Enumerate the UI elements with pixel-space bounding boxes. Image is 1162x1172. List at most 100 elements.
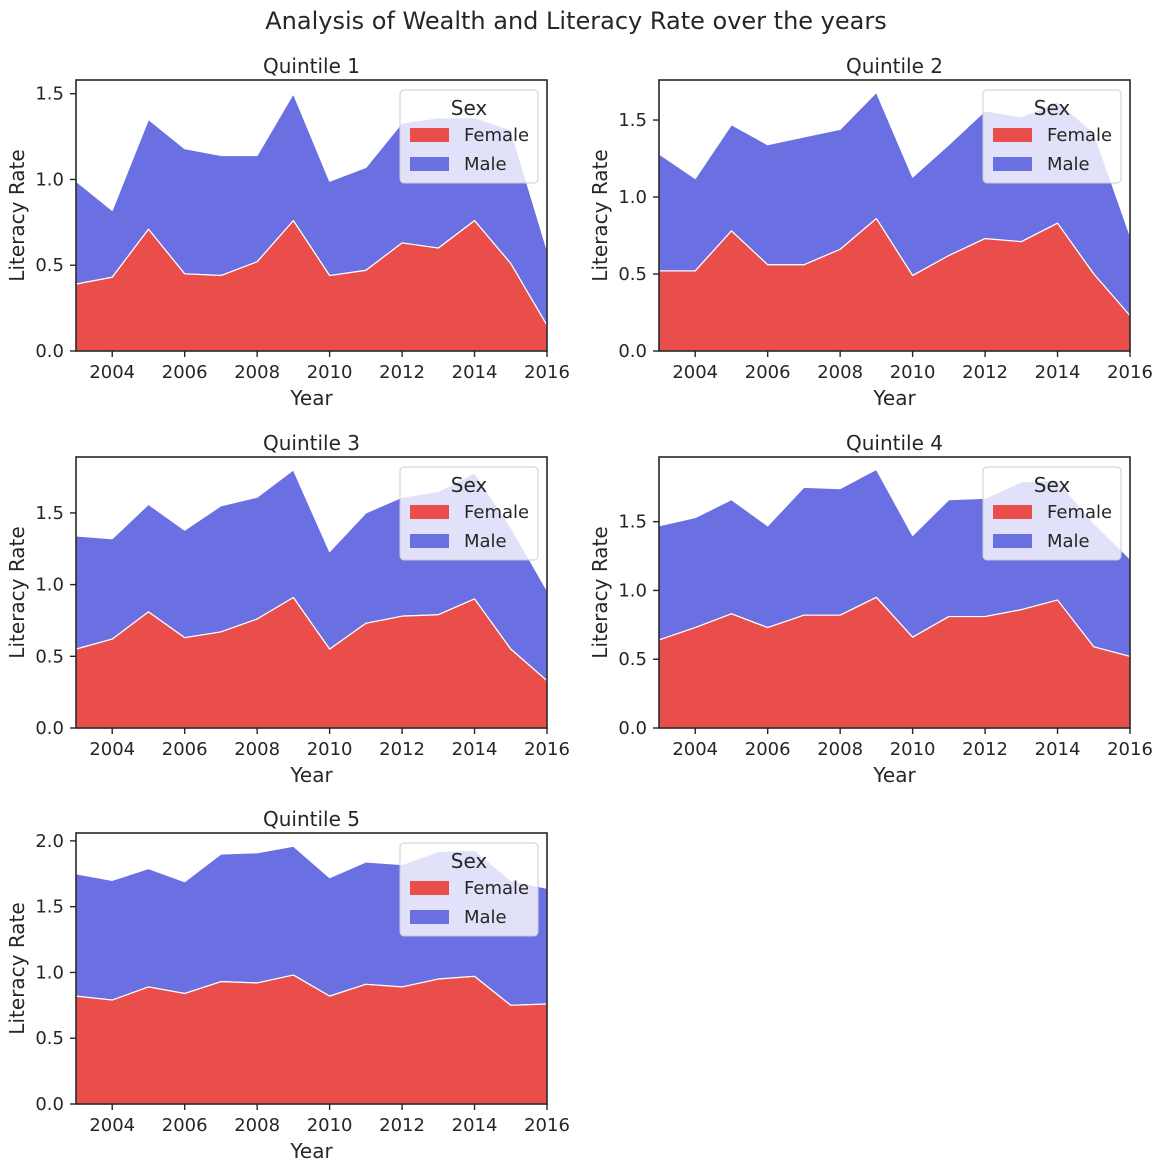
x-tick-label: 2006 bbox=[745, 362, 791, 383]
subplot-title: Quintile 5 bbox=[263, 807, 360, 831]
axes-frame bbox=[75, 79, 548, 352]
y-axis-label: Literacy Rate bbox=[5, 526, 29, 658]
y-tick-label: 2.0 bbox=[35, 831, 64, 852]
y-tick-label: 1.0 bbox=[618, 580, 647, 601]
legend-swatch-male bbox=[410, 910, 449, 924]
legend-title: Sex bbox=[1034, 473, 1071, 497]
x-tick-label: 2008 bbox=[234, 739, 280, 760]
y-tick-label: 0.0 bbox=[618, 718, 647, 739]
x-tick-label: 2010 bbox=[890, 362, 936, 383]
y-tick-label: 1.5 bbox=[618, 512, 647, 533]
x-tick-label: 2008 bbox=[817, 362, 863, 383]
axes-frame bbox=[75, 832, 548, 1105]
legend: Sex Female Male bbox=[982, 89, 1122, 184]
subplot-quintile-1: 2004 2006 2008 2010 2012 2014 2016 0.0 0.5 1.0 1.5… bbox=[5, 54, 570, 410]
legend: Sex Female Male bbox=[399, 466, 539, 561]
x-tick-label: 2012 bbox=[379, 362, 425, 383]
y-tick-label: 1.0 bbox=[35, 169, 64, 190]
legend-label-female: Female bbox=[1047, 125, 1112, 146]
x-tick-label: 2006 bbox=[162, 1115, 208, 1136]
legend-swatch-female bbox=[410, 881, 449, 895]
y-axis-label: Literacy Rate bbox=[588, 149, 612, 281]
x-axis-label: Year bbox=[289, 386, 333, 410]
legend-label-male: Male bbox=[464, 907, 507, 928]
x-tick-label: 2006 bbox=[162, 739, 208, 760]
x-axis-label: Year bbox=[872, 763, 916, 787]
legend-swatch-female bbox=[993, 505, 1032, 519]
figure-title: Analysis of Wealth and Literacy Rate ove… bbox=[265, 7, 886, 35]
x-tick-label: 2004 bbox=[89, 1115, 135, 1136]
x-axis-label: Year bbox=[289, 1139, 333, 1163]
x-tick-label: 2016 bbox=[524, 362, 570, 383]
y-axis-label: Literacy Rate bbox=[5, 149, 29, 281]
subplot-grid: 2004 2006 2008 2010 2012 2014 2016 0.0 0.5 1.0 1.5… bbox=[5, 54, 1153, 1163]
y-tick-label: 0.0 bbox=[618, 341, 647, 362]
axes-frame bbox=[75, 456, 548, 729]
x-tick-label: 2004 bbox=[672, 362, 718, 383]
x-tick-label: 2014 bbox=[452, 362, 498, 383]
subplot-quintile-3: 2004 2006 2008 2010 2012 2014 2016 0.0 0.5 1.0 1.5… bbox=[5, 431, 570, 787]
legend-label-male: Male bbox=[1047, 154, 1090, 175]
subplot-quintile-5: 2004 2006 2008 2010 2012 2014 2016 0.0 0.5 1.0 1.5… bbox=[5, 807, 570, 1163]
y-tick-label: 0.5 bbox=[618, 264, 647, 285]
x-tick-label: 2014 bbox=[1035, 362, 1081, 383]
axes-frame bbox=[658, 79, 1131, 352]
x-tick-label: 2008 bbox=[817, 739, 863, 760]
x-tick-label: 2006 bbox=[162, 362, 208, 383]
y-tick-label: 0.0 bbox=[35, 1094, 64, 1115]
y-tick-label: 0.5 bbox=[35, 1028, 64, 1049]
subplot-quintile-4: 2004 2006 2008 2010 2012 2014 2016 0.0 0.5 1.0 1.5… bbox=[588, 431, 1153, 787]
x-tick-label: 2010 bbox=[307, 739, 353, 760]
y-tick-label: 1.0 bbox=[35, 575, 64, 596]
subplot-title: Quintile 1 bbox=[263, 54, 360, 78]
x-tick-label: 2016 bbox=[524, 739, 570, 760]
legend-swatch-female bbox=[410, 505, 449, 519]
legend-label-male: Male bbox=[464, 531, 507, 552]
x-tick-label: 2008 bbox=[234, 362, 280, 383]
legend-swatch-male bbox=[410, 534, 449, 548]
x-tick-label: 2014 bbox=[452, 739, 498, 760]
x-tick-label: 2012 bbox=[962, 739, 1008, 760]
x-tick-label: 2012 bbox=[379, 739, 425, 760]
legend-title: Sex bbox=[451, 849, 488, 873]
legend-label-female: Female bbox=[464, 125, 529, 146]
y-tick-label: 1.5 bbox=[35, 503, 64, 524]
x-tick-label: 2004 bbox=[89, 739, 135, 760]
x-tick-label: 2004 bbox=[89, 362, 135, 383]
x-tick-label: 2006 bbox=[745, 739, 791, 760]
legend: Sex Female Male bbox=[982, 466, 1122, 561]
area-female bbox=[75, 220, 548, 352]
subplot-title: Quintile 4 bbox=[846, 431, 943, 455]
legend-label-male: Male bbox=[1047, 531, 1090, 552]
y-tick-label: 0.0 bbox=[35, 718, 64, 739]
x-tick-label: 2010 bbox=[307, 362, 353, 383]
y-tick-label: 1.5 bbox=[35, 84, 64, 105]
legend: Sex Female Male bbox=[399, 842, 539, 937]
subplot-quintile-2: 2004 2006 2008 2010 2012 2014 2016 0.0 0.5 1.0 1.5… bbox=[588, 54, 1153, 410]
y-tick-label: 1.5 bbox=[618, 110, 647, 131]
x-axis-label: Year bbox=[289, 763, 333, 787]
legend-swatch-male bbox=[993, 534, 1032, 548]
legend-swatch-female bbox=[410, 128, 449, 142]
y-tick-label: 1.5 bbox=[35, 897, 64, 918]
axes-frame bbox=[658, 456, 1131, 729]
x-tick-label: 2012 bbox=[962, 362, 1008, 383]
area-female bbox=[75, 596, 548, 729]
subplot-title: Quintile 2 bbox=[846, 54, 943, 78]
legend: Sex Female Male bbox=[399, 89, 539, 184]
legend-swatch-female bbox=[993, 128, 1032, 142]
x-tick-label: 2012 bbox=[379, 1115, 425, 1136]
x-tick-label: 2016 bbox=[1107, 739, 1153, 760]
x-axis-label: Year bbox=[872, 386, 916, 410]
area-female bbox=[75, 974, 548, 1105]
y-tick-label: 0.5 bbox=[618, 649, 647, 670]
y-axis-label: Literacy Rate bbox=[588, 526, 612, 658]
legend-label-female: Female bbox=[464, 502, 529, 523]
subplot-title: Quintile 3 bbox=[263, 431, 360, 455]
legend-title: Sex bbox=[451, 473, 488, 497]
x-tick-label: 2014 bbox=[1035, 739, 1081, 760]
legend-label-male: Male bbox=[464, 154, 507, 175]
legend-label-female: Female bbox=[1047, 502, 1112, 523]
x-tick-label: 2010 bbox=[307, 1115, 353, 1136]
